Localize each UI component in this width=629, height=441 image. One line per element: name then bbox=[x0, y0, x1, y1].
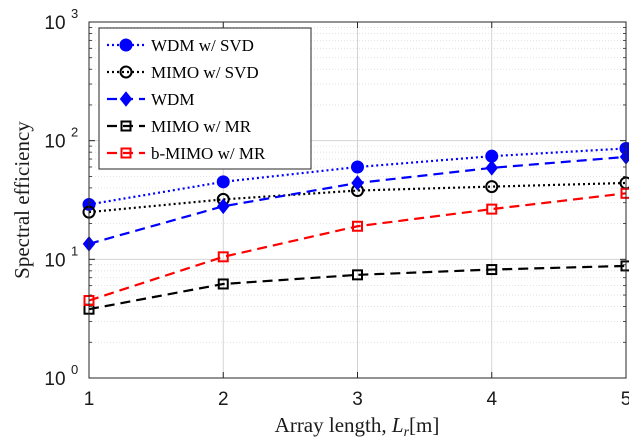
data-point bbox=[120, 120, 132, 132]
series-line bbox=[88, 192, 627, 302]
y-tick-exponent: 1 bbox=[71, 243, 78, 258]
legend-label: MIMO w/ MR bbox=[151, 117, 252, 136]
x-tick-label: 1 bbox=[84, 389, 95, 410]
x-axis-title: Array length, Lr[m] bbox=[275, 413, 440, 440]
data-point bbox=[486, 203, 498, 215]
legend-entry: WDM w/ SVD bbox=[107, 36, 254, 55]
legend-entry: MIMO w/ SVD bbox=[107, 63, 259, 82]
data-point bbox=[119, 38, 133, 52]
y-tick-label: 10 bbox=[44, 13, 65, 34]
legend-entry: MIMO w/ MR bbox=[107, 117, 252, 136]
series bbox=[82, 149, 629, 252]
y-tick-exponent: 3 bbox=[71, 6, 78, 21]
x-tick-label: 2 bbox=[218, 389, 229, 410]
data-point bbox=[352, 269, 363, 281]
data-point bbox=[119, 65, 133, 79]
data-point bbox=[351, 160, 364, 174]
series bbox=[82, 141, 629, 211]
data-point bbox=[486, 264, 498, 276]
x-tick-label: 5 bbox=[621, 389, 629, 410]
data-point bbox=[485, 180, 499, 194]
legend-label: MIMO w/ SVD bbox=[151, 63, 259, 82]
y-axis-title: Spectral efficiency bbox=[10, 121, 34, 279]
legend-label: WDM bbox=[151, 90, 194, 109]
x-tick-label: 4 bbox=[486, 389, 497, 410]
data-point bbox=[217, 278, 229, 290]
data-point bbox=[119, 91, 133, 107]
legend-box bbox=[98, 27, 312, 170]
x-tick-label: 3 bbox=[352, 389, 363, 410]
legend: WDM w/ SVD MIMO w/ SVD WDM MIMO w/ MR b-MIMO… bbox=[98, 27, 312, 170]
ticks: 10 0 10 1 10 2 10 3 1 2 3 4 5 bbox=[44, 6, 629, 410]
legend-label: b-MIMO w/ MR bbox=[151, 144, 266, 163]
y-tick-exponent: 0 bbox=[71, 362, 78, 377]
legend-entry: WDM bbox=[107, 90, 194, 109]
data-point bbox=[485, 160, 498, 176]
data-point bbox=[352, 220, 363, 232]
data-point bbox=[216, 175, 230, 189]
data-point bbox=[217, 198, 230, 215]
series-line bbox=[88, 264, 627, 311]
y-tick-label: 10 bbox=[44, 369, 65, 390]
legend-label: WDM w/ SVD bbox=[151, 36, 254, 55]
legend-entry: b-MIMO w/ MR bbox=[107, 144, 266, 163]
data-point bbox=[351, 175, 364, 191]
y-tick-label: 10 bbox=[44, 132, 65, 153]
data-point bbox=[217, 251, 229, 263]
y-tick-exponent: 2 bbox=[71, 125, 78, 140]
y-tick-label: 10 bbox=[44, 250, 65, 271]
data-point bbox=[120, 147, 132, 159]
